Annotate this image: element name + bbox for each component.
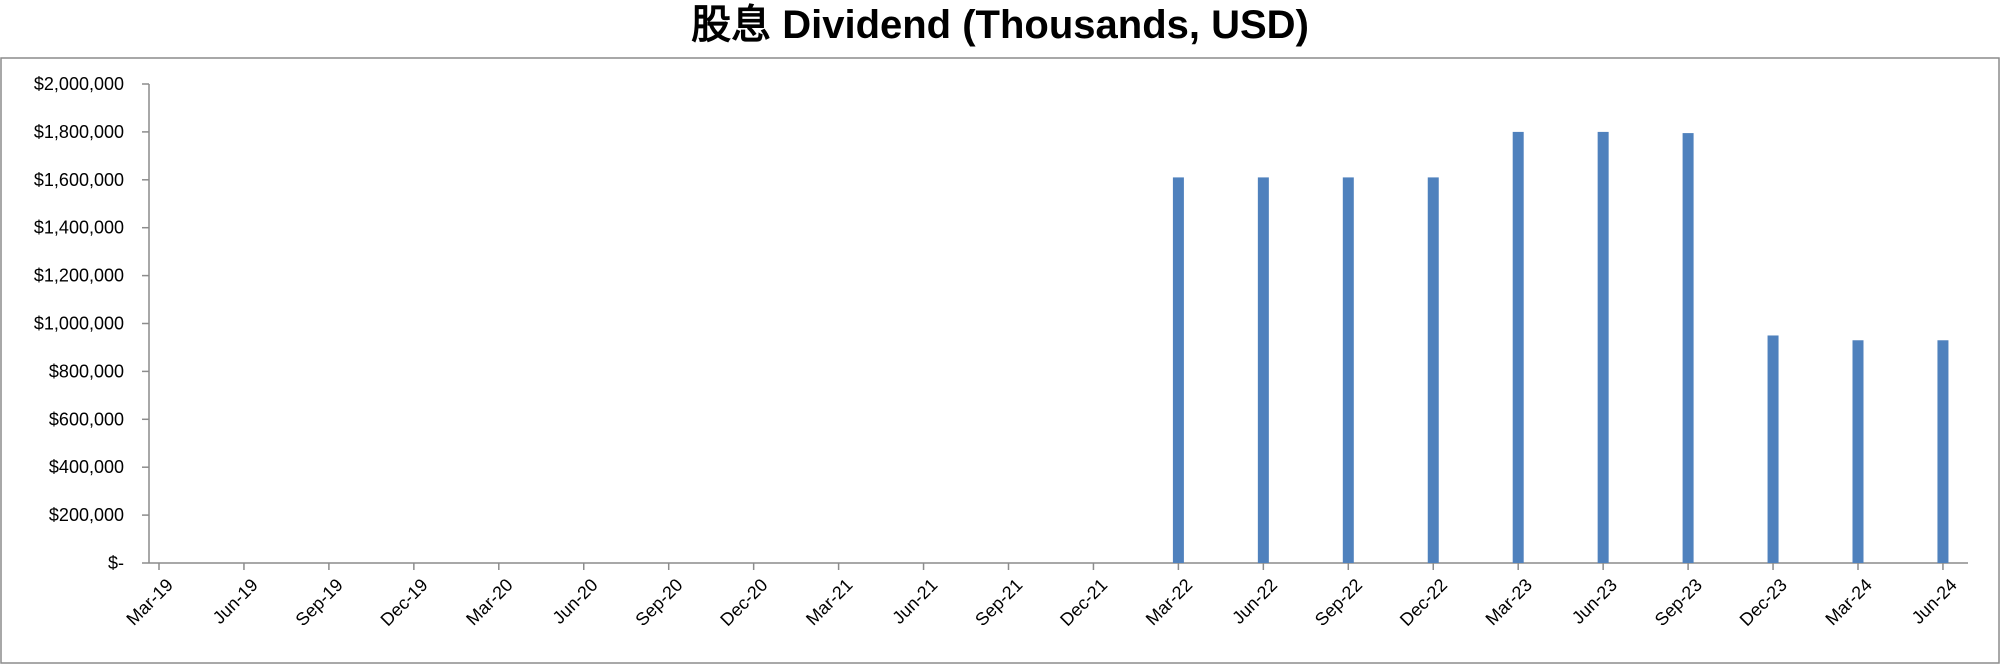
bar <box>1767 335 1779 563</box>
bar <box>1427 177 1439 563</box>
y-tick-label: $1,800,000 <box>34 122 124 142</box>
bar <box>1512 131 1524 563</box>
y-tick-label: $600,000 <box>49 409 124 429</box>
bar <box>1682 133 1694 563</box>
bar <box>1937 340 1949 563</box>
x-tick-label: Mar-22 <box>1142 575 1196 629</box>
y-tick-label: $1,200,000 <box>34 266 124 286</box>
plot-frame <box>0 57 2000 664</box>
y-tick-label: $2,000,000 <box>34 74 124 94</box>
y-tick-label: $- <box>108 553 124 573</box>
bar <box>1597 131 1609 563</box>
y-tick-label: $1,400,000 <box>34 218 124 238</box>
x-tick-label: Dec-20 <box>716 575 771 630</box>
x-tick-label: Mar-19 <box>122 575 176 629</box>
x-axis-ticks: Mar-19 Jun-19 Sep-19 Dec-19 Mar-20 Jun-20 Sep-… <box>122 563 1961 630</box>
y-axis-ticks: $- $200,000 $400,000 $600,000 $800,000 $1,000… <box>34 74 149 573</box>
x-tick-label: Jun-19 <box>209 575 262 628</box>
x-tick-label: Jun-22 <box>1228 575 1281 628</box>
x-tick-label: Mar-20 <box>462 575 516 629</box>
bar-series <box>1172 131 1949 563</box>
x-tick-label: Jun-21 <box>888 575 941 628</box>
x-tick-label: Dec-23 <box>1736 575 1791 630</box>
x-tick-label: Mar-24 <box>1821 575 1875 629</box>
x-tick-label: Mar-23 <box>1482 575 1536 629</box>
x-tick-label: Dec-22 <box>1396 575 1451 630</box>
y-tick-label: $400,000 <box>49 457 124 477</box>
x-tick-label: Jun-20 <box>549 575 602 628</box>
x-tick-label: Dec-19 <box>377 575 432 630</box>
x-tick-label: Dec-21 <box>1056 575 1111 630</box>
x-tick-label: Jun-23 <box>1568 575 1621 628</box>
y-tick-label: $200,000 <box>49 505 124 525</box>
y-tick-label: $1,000,000 <box>34 314 124 334</box>
x-tick-label: Sep-23 <box>1651 575 1706 630</box>
bar <box>1852 340 1864 563</box>
x-tick-label: Sep-21 <box>971 575 1026 630</box>
x-tick-label: Sep-20 <box>631 575 686 630</box>
chart-title: 股息 Dividend (Thousands, USD) <box>691 3 1309 47</box>
x-tick-label: Mar-21 <box>802 575 856 629</box>
bar <box>1257 177 1269 563</box>
bar <box>1342 177 1354 563</box>
y-tick-label: $1,600,000 <box>34 170 124 190</box>
x-tick-label: Jun-24 <box>1908 575 1961 628</box>
x-tick-label: Sep-19 <box>292 575 347 630</box>
x-tick-label: Sep-22 <box>1311 575 1366 630</box>
y-tick-label: $800,000 <box>49 361 124 381</box>
bar <box>1172 177 1184 563</box>
